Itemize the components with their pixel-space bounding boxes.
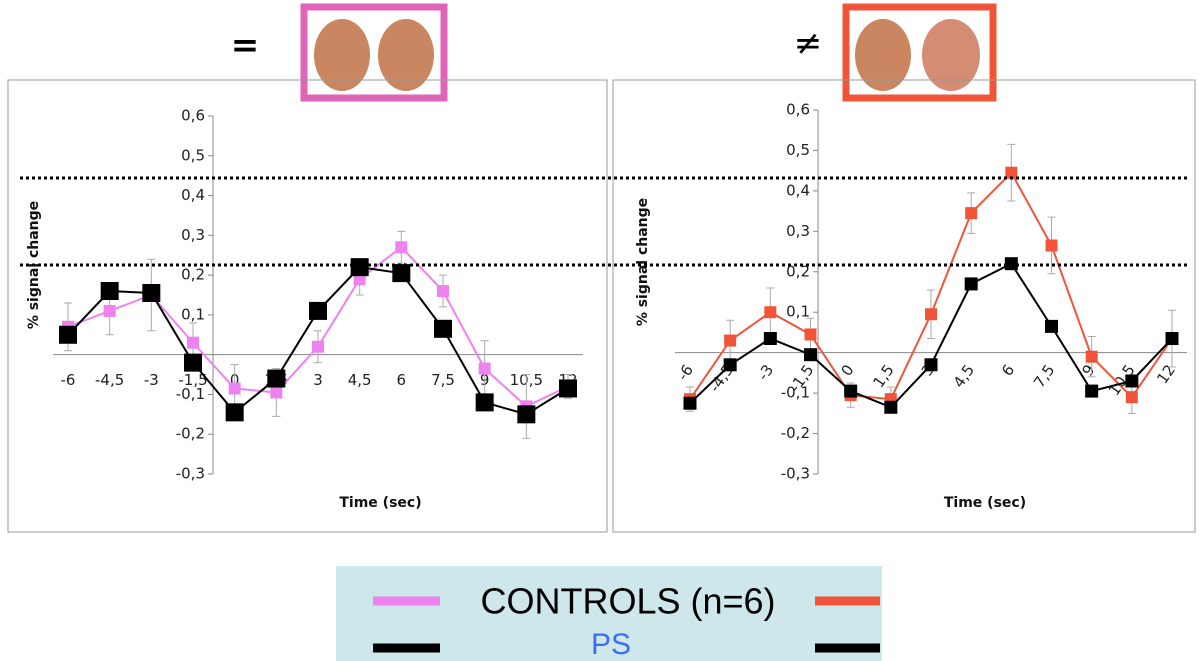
x-tick-label: 12 xyxy=(1153,361,1179,387)
x-axis-title: Time (sec) xyxy=(944,495,1026,511)
y-tick-label: 0,4 xyxy=(181,186,205,204)
marker xyxy=(478,362,491,375)
marker xyxy=(1085,384,1099,398)
marker xyxy=(1045,319,1058,333)
y-tick-label: 0,3 xyxy=(786,222,810,240)
marker xyxy=(844,384,858,398)
marker xyxy=(437,285,449,298)
marker xyxy=(59,325,77,344)
y-tick-label: 0,5 xyxy=(786,141,810,159)
marker xyxy=(475,393,494,412)
y-tick-label: 0,4 xyxy=(786,181,810,199)
x-tick-label: 6 xyxy=(397,371,407,389)
y-tick-label: -0,2 xyxy=(176,425,205,443)
marker xyxy=(1165,332,1179,346)
y-tick-label: -0,2 xyxy=(781,424,810,442)
marker xyxy=(187,336,199,349)
marker xyxy=(392,264,411,283)
y-tick-label: 0,6 xyxy=(786,101,810,119)
x-tick-label: 4,5 xyxy=(348,371,372,389)
marker xyxy=(924,358,938,372)
faces-same xyxy=(300,3,448,102)
marker xyxy=(763,332,777,346)
marker xyxy=(559,379,577,398)
marker xyxy=(309,301,327,320)
y-axis-title: % signal change xyxy=(635,198,651,326)
panel-left xyxy=(7,79,608,533)
x-tick-label: -3 xyxy=(754,361,777,384)
y-tick-label: 0,1 xyxy=(786,303,810,321)
marker xyxy=(965,207,978,220)
panel-right xyxy=(612,79,1196,533)
marker xyxy=(103,304,116,317)
marker xyxy=(724,334,737,347)
x-tick-label: 4,5 xyxy=(950,361,978,391)
marker xyxy=(434,319,452,338)
legend: CONTROLS (n=6) PS xyxy=(336,566,882,661)
x-tick-label: -4,5 xyxy=(95,371,124,389)
face xyxy=(378,19,434,91)
face xyxy=(314,19,370,91)
y-tick-label: 0,3 xyxy=(181,226,205,244)
marker xyxy=(1085,350,1098,363)
x-tick-label: 7,5 xyxy=(431,371,455,389)
marker xyxy=(312,340,324,353)
marker xyxy=(270,386,283,399)
y-tick-label: -0,1 xyxy=(176,385,205,403)
marker xyxy=(228,382,241,395)
marker xyxy=(350,258,369,277)
marker xyxy=(764,306,777,319)
x-tick-label: 0 xyxy=(837,361,857,379)
y-tick-label: -0,3 xyxy=(781,465,810,483)
marker xyxy=(884,400,898,414)
marker xyxy=(142,284,161,303)
marker xyxy=(804,348,817,362)
marker xyxy=(964,277,978,291)
marker xyxy=(100,282,119,301)
y-tick-label: -0,1 xyxy=(781,384,810,402)
y-tick-label: 0,2 xyxy=(786,262,810,280)
x-tick-label: 7,5 xyxy=(1030,361,1058,391)
marker xyxy=(267,369,286,388)
face xyxy=(855,19,911,91)
x-tick-label: 6 xyxy=(998,361,1018,379)
marker xyxy=(683,396,697,410)
x-tick-label: -6 xyxy=(61,371,76,389)
x-axis-title: Time (sec) xyxy=(339,495,421,511)
y-tick-label: -0,3 xyxy=(176,465,205,483)
marker xyxy=(1125,391,1138,404)
marker xyxy=(1125,374,1139,388)
marker xyxy=(925,308,937,321)
x-tick-label: -3 xyxy=(144,371,159,389)
x-tick-label: -1,5 xyxy=(178,371,207,389)
marker xyxy=(184,353,202,372)
x-tick-label: -6 xyxy=(674,361,697,384)
marker xyxy=(804,328,817,341)
equal-symbol: = xyxy=(231,26,260,66)
face xyxy=(922,19,980,91)
marker xyxy=(723,358,737,372)
marker xyxy=(1005,166,1018,179)
marker xyxy=(517,405,536,424)
legend-label: CONTROLS (n=6) xyxy=(480,581,775,622)
faces-different xyxy=(842,3,997,102)
y-tick-label: 0,5 xyxy=(181,146,205,164)
y-tick-label: 0,6 xyxy=(181,107,205,125)
marker xyxy=(1045,239,1058,252)
x-tick-label: 3 xyxy=(313,371,323,389)
marker xyxy=(225,403,244,422)
y-tick-label: 0,2 xyxy=(181,266,205,284)
marker xyxy=(395,241,408,254)
unequal-symbol: ≠ xyxy=(794,24,823,64)
legend-label: PS xyxy=(591,628,631,661)
y-tick-label: 0,1 xyxy=(181,305,205,323)
